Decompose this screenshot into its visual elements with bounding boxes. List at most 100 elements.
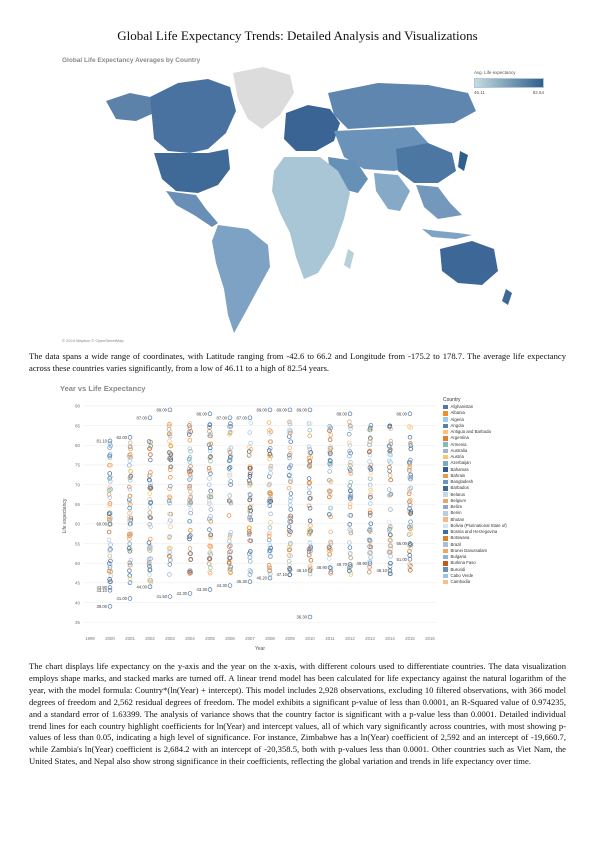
x-tick-label: 2008 [265, 636, 275, 641]
data-point [248, 559, 253, 564]
data-point [167, 486, 172, 492]
data-point [108, 579, 113, 584]
data-point [168, 557, 173, 563]
data-point [287, 419, 292, 425]
data-point [227, 549, 232, 555]
data-point [208, 535, 214, 540]
data-point [368, 487, 374, 493]
data-point [247, 480, 252, 486]
data-point [266, 537, 272, 543]
data-point [328, 460, 333, 466]
data-point [247, 572, 253, 577]
data-point [327, 424, 332, 429]
data-point [248, 440, 253, 446]
annotated-point [167, 407, 173, 413]
data-point [326, 545, 332, 550]
data-point [247, 512, 253, 517]
data-point [208, 544, 213, 549]
japan-shape [458, 151, 468, 171]
data-point [347, 568, 352, 574]
data-point [286, 553, 292, 558]
data-point [207, 501, 212, 506]
data-point [347, 419, 352, 424]
annotated-point [287, 407, 293, 413]
annotated-point [207, 587, 213, 592]
data-point [168, 455, 173, 461]
data-point [307, 485, 312, 490]
data-point [307, 433, 312, 439]
data-label: 41.00 [117, 596, 128, 601]
data-point [167, 450, 172, 455]
data-point [187, 571, 193, 577]
data-point [147, 567, 153, 572]
data-point [127, 573, 132, 578]
data-point [347, 423, 353, 428]
data-point [208, 565, 213, 570]
data-point [408, 472, 413, 478]
data-point [228, 421, 233, 426]
chart-legend: Country Afghanistan Albania Algeria Angola A… [443, 397, 548, 585]
legend-label: Australia [450, 447, 468, 453]
y-tick-label: 40 [75, 600, 81, 605]
data-point [267, 465, 273, 471]
data-point [328, 566, 334, 571]
annotated-point [107, 438, 113, 444]
data-point [207, 556, 212, 561]
data-point [107, 518, 113, 523]
legend-item: Bulgaria [443, 554, 548, 560]
data-point [326, 488, 332, 494]
chart-legend-title: Country [443, 397, 461, 403]
data-point [346, 440, 352, 446]
data-point [147, 545, 152, 550]
data-point [368, 494, 373, 500]
data-point [408, 567, 413, 573]
data-point [207, 445, 213, 451]
data-point [367, 482, 373, 488]
data-point [288, 463, 293, 469]
data-point [166, 423, 172, 429]
data-point [227, 424, 232, 429]
data-point [187, 502, 192, 507]
data-point [227, 555, 232, 561]
data-point [227, 534, 233, 540]
greenland-shape [233, 67, 294, 129]
data-point [108, 463, 113, 468]
data-point [407, 548, 412, 554]
data-point [207, 550, 212, 556]
x-tick-label: 2002 [145, 636, 155, 641]
legend-label: Cabo Verde [450, 572, 474, 578]
legend-item: Bangladesh [443, 479, 548, 485]
data-point [188, 557, 194, 562]
data-point [206, 482, 212, 487]
x-tick-label: 2001 [125, 636, 135, 641]
data-point [267, 456, 272, 462]
data-point [387, 493, 393, 498]
data-point [367, 476, 373, 481]
annotated-point [247, 579, 253, 584]
new-zealand-shape [502, 289, 512, 305]
china-shape [396, 143, 456, 183]
data-point [347, 443, 353, 448]
data-point [127, 560, 133, 566]
data-point [287, 434, 292, 439]
data-point [106, 511, 112, 516]
data-point [127, 478, 133, 483]
legend-swatch [443, 548, 448, 554]
data-point [348, 459, 353, 465]
data-point [307, 427, 313, 433]
data-point [148, 452, 153, 457]
annotated-point [107, 521, 113, 527]
alaska-shape [106, 93, 154, 121]
data-point [107, 577, 112, 582]
legend-label: Argentina [450, 435, 469, 441]
data-point [367, 558, 373, 564]
data-point [248, 447, 254, 452]
data-point [268, 520, 273, 525]
data-point [107, 495, 113, 500]
data-point [128, 521, 134, 527]
data-point [128, 562, 133, 568]
data-point [387, 423, 393, 429]
data-point [227, 447, 232, 453]
data-point [106, 492, 112, 497]
legend-item: Bosnia and Herzegovina [443, 529, 548, 535]
